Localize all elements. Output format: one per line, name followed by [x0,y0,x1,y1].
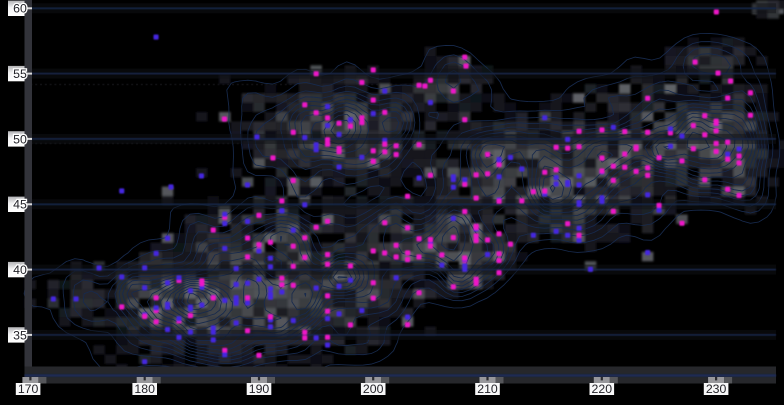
svg-text:230: 230 [706,382,727,396]
svg-text:40: 40 [13,263,27,277]
svg-text:55: 55 [13,67,27,81]
svg-text:50: 50 [13,132,27,146]
svg-text:190: 190 [249,382,270,396]
svg-text:35: 35 [13,328,27,342]
svg-text:170: 170 [18,382,39,396]
svg-text:210: 210 [477,382,498,396]
svg-text:45: 45 [13,198,27,212]
svg-text:200: 200 [363,382,384,396]
svg-text:220: 220 [592,382,613,396]
svg-text:60: 60 [13,2,27,16]
svg-text:180: 180 [134,382,155,396]
